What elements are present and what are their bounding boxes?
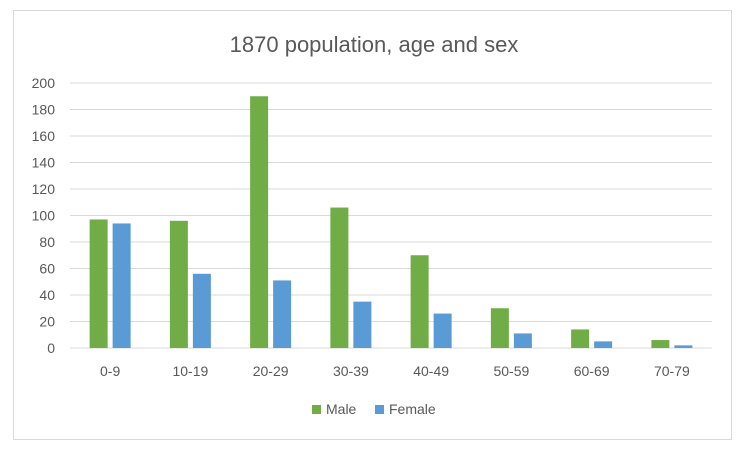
- legend-label-male: Male: [326, 401, 357, 417]
- legend: Male Female: [312, 401, 436, 417]
- bar-male-50-59: [490, 308, 509, 348]
- bar-male-20-29: [250, 96, 269, 348]
- bar-female-40-49: [433, 313, 452, 348]
- y-axis-ticks: 0 20 40 60 80 100 120 140 160 180 200: [32, 75, 56, 356]
- y-tick-label: 160: [32, 128, 56, 144]
- bar-male-30-39: [330, 207, 349, 348]
- x-tick-label: 20-29: [253, 363, 289, 379]
- y-tick-label: 120: [32, 181, 56, 197]
- y-tick-label: 100: [32, 208, 56, 224]
- x-tick-label: 10-19: [172, 363, 208, 379]
- x-tick-label: 40-49: [413, 363, 449, 379]
- bar-male-10-19: [169, 220, 188, 348]
- legend-label-female: Female: [389, 401, 436, 417]
- y-tick-label: 80: [39, 234, 55, 250]
- bar-male-60-69: [571, 329, 590, 348]
- x-axis-ticks: 0-9 10-19 20-29 30-39 40-49 50-59 60-69 70-79: [100, 363, 690, 379]
- bar-female-20-29: [273, 280, 292, 348]
- bar-female-10-19: [192, 273, 211, 348]
- y-tick-label: 60: [39, 261, 55, 277]
- y-tick-label: 180: [32, 102, 56, 118]
- y-tick-label: 40: [39, 287, 55, 303]
- y-tick-label: 20: [39, 314, 55, 330]
- legend-swatch-female: [375, 405, 384, 414]
- chart-title: 1870 population, age and sex: [230, 32, 519, 57]
- bar-male-40-49: [410, 255, 429, 348]
- y-tick-label: 200: [32, 75, 56, 91]
- x-tick-label: 60-69: [574, 363, 610, 379]
- bar-female-70-79: [674, 345, 693, 348]
- bar-female-60-69: [594, 341, 613, 348]
- gridlines: [70, 82, 712, 349]
- y-tick-label: 0: [47, 340, 55, 356]
- bar-female-30-39: [353, 301, 372, 348]
- bar-male-0-9: [89, 219, 108, 348]
- bar-male-70-79: [651, 340, 670, 348]
- legend-swatch-male: [312, 405, 321, 414]
- x-tick-label: 50-59: [493, 363, 529, 379]
- chart-frame: [13, 10, 732, 440]
- bar-female-0-9: [112, 223, 131, 348]
- x-tick-label: 0-9: [100, 363, 120, 379]
- y-tick-label: 140: [32, 155, 56, 171]
- bar-female-50-59: [513, 333, 532, 348]
- bars: [89, 96, 693, 348]
- x-tick-label: 30-39: [333, 363, 369, 379]
- x-tick-label: 70-79: [654, 363, 690, 379]
